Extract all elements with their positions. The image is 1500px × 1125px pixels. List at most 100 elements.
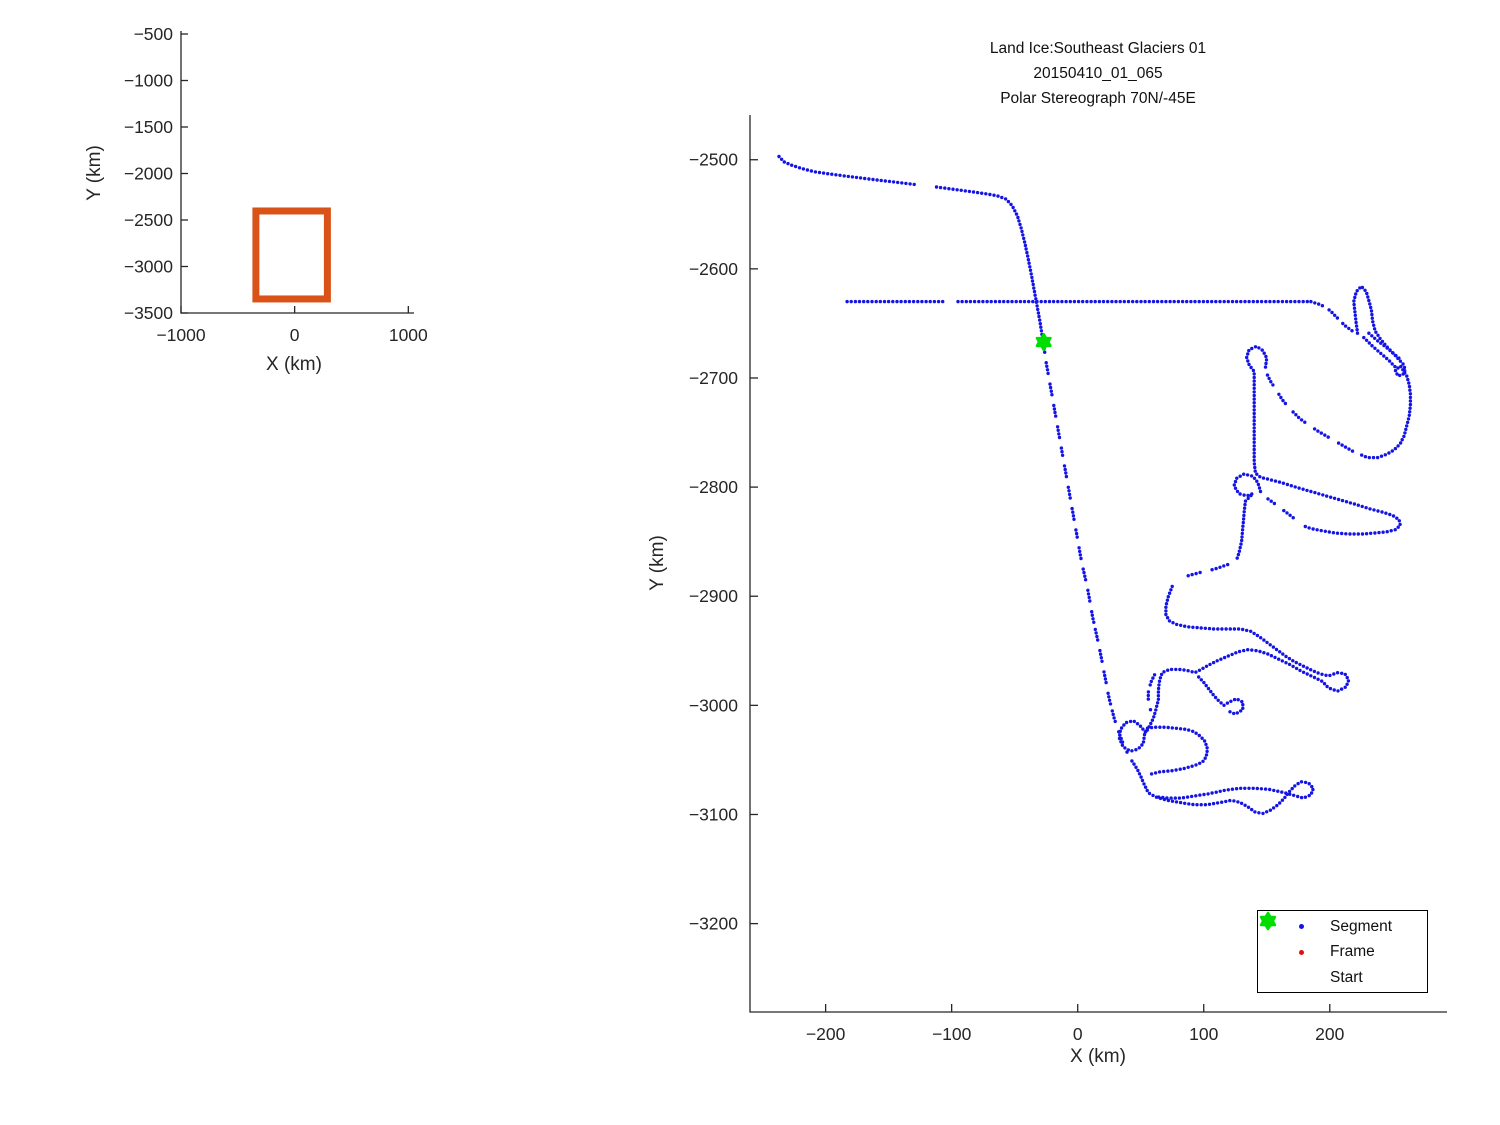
- segment-dot: [1393, 528, 1397, 532]
- main-plot-ytick-label: −3000: [689, 695, 738, 715]
- segment-dot: [1024, 247, 1028, 251]
- segment-dot: [1281, 652, 1285, 656]
- main-plot-xtick-label: 200: [1315, 1024, 1344, 1044]
- segment-dot: [1128, 719, 1133, 724]
- segment-dot: [891, 180, 896, 184]
- segment-dot: [1216, 698, 1220, 702]
- segment-dot: [1138, 724, 1143, 728]
- segment-dot: [1296, 781, 1300, 786]
- segment-dot: [1245, 355, 1249, 360]
- segment-dot: [1404, 427, 1408, 432]
- segment-dot: [1185, 299, 1189, 304]
- segment-dot: [941, 299, 945, 304]
- segment-dot: [1114, 299, 1118, 304]
- segment-dot: [1252, 408, 1256, 412]
- segment-dot: [1106, 299, 1110, 304]
- segment-dot: [1179, 623, 1183, 627]
- segment-dot: [1176, 299, 1181, 304]
- segment-dot: [1389, 529, 1393, 533]
- segment-dot: [1140, 743, 1144, 747]
- segment-dot: [1252, 426, 1256, 430]
- segment-dot: [1218, 565, 1222, 569]
- segment-dot: [1367, 341, 1372, 345]
- segment-dot: [1194, 731, 1198, 735]
- segment-dot: [1083, 574, 1087, 578]
- segment-dot: [1313, 301, 1317, 305]
- segment-dot: [1191, 802, 1195, 807]
- segment-dot: [963, 189, 967, 193]
- segment-dot: [1086, 588, 1090, 592]
- segment-dot: [1140, 778, 1145, 783]
- segment-dot: [1322, 682, 1327, 686]
- segment-dot: [1309, 489, 1313, 494]
- segment-dot: [1271, 645, 1276, 649]
- segment-dot: [1280, 798, 1285, 802]
- segment-dot: [1243, 502, 1247, 507]
- segment-dot: [1303, 420, 1307, 424]
- segment-dot: [1170, 769, 1174, 773]
- segment-dot: [1117, 736, 1122, 741]
- segment-dot: [1152, 715, 1156, 719]
- segment-dot: [1406, 377, 1410, 382]
- segment-dot: [1284, 299, 1289, 304]
- segment-dot: [989, 299, 993, 304]
- segment-dot: [1282, 508, 1286, 513]
- segment-dot: [777, 154, 781, 159]
- segment-dot: [1254, 648, 1258, 653]
- segment-dot: [1246, 493, 1250, 498]
- segment-dot: [1283, 401, 1288, 406]
- segment-dot: [779, 157, 784, 161]
- segment-dot: [1193, 299, 1197, 304]
- segment-dot: [1111, 712, 1115, 717]
- segment-dot: [1371, 455, 1376, 460]
- segment-dot: [1266, 497, 1270, 501]
- segment-dot: [1204, 664, 1209, 668]
- segment-dot: [1309, 299, 1313, 304]
- segment-dot: [1043, 299, 1048, 304]
- segment-dot: [1149, 725, 1154, 730]
- segment-stroke-transit-west: [777, 154, 916, 187]
- segment-dot: [1207, 626, 1212, 631]
- segment-dot: [1393, 364, 1397, 369]
- segment-dot: [1019, 226, 1023, 230]
- segment-dot: [1167, 591, 1172, 595]
- segment-dot: [1287, 789, 1292, 794]
- segment-dot: [1344, 532, 1348, 536]
- segment-dot: [992, 193, 996, 197]
- segment-dot: [1029, 272, 1033, 276]
- segment-dot: [1218, 299, 1222, 304]
- segment-dot: [1387, 359, 1392, 363]
- segment-dot: [1236, 552, 1241, 557]
- segment-dot: [996, 194, 1000, 198]
- segment-dot: [1246, 496, 1250, 501]
- segment-dot: [874, 299, 878, 304]
- segment-dot: [1246, 805, 1251, 809]
- segment-dot: [981, 299, 985, 304]
- segment-stroke-long-diagonal: [1044, 361, 1129, 754]
- segment-dot: [1222, 788, 1226, 793]
- segment-dot: [1346, 679, 1351, 683]
- segment-dot: [1403, 371, 1407, 375]
- segment-dot: [1240, 535, 1244, 539]
- segment-dot: [1316, 671, 1320, 675]
- segment-dot: [1148, 708, 1153, 712]
- segment-dot: [1156, 686, 1161, 691]
- segment-dot: [1408, 399, 1413, 403]
- segment-dot: [801, 167, 806, 171]
- segment-dot: [1157, 679, 1162, 683]
- main-plot-xtick-label: 100: [1189, 1024, 1218, 1044]
- segment-dot: [1098, 648, 1102, 653]
- segment-dot: [1152, 673, 1157, 677]
- segment-dot: [1262, 651, 1266, 655]
- segment-stroke-bottom-serpentine: [1130, 759, 1315, 816]
- segment-dot: [1051, 299, 1056, 304]
- segment-dot: [1376, 509, 1380, 513]
- segment-dot: [1263, 365, 1268, 369]
- legend-label: Start: [1330, 968, 1363, 986]
- segment-dot: [870, 299, 874, 304]
- segment-dot: [1290, 786, 1294, 791]
- segment-dot: [1009, 202, 1013, 207]
- segment-dot: [1298, 668, 1302, 673]
- segment-dot: [1369, 531, 1373, 535]
- segment-dot: [1280, 790, 1284, 794]
